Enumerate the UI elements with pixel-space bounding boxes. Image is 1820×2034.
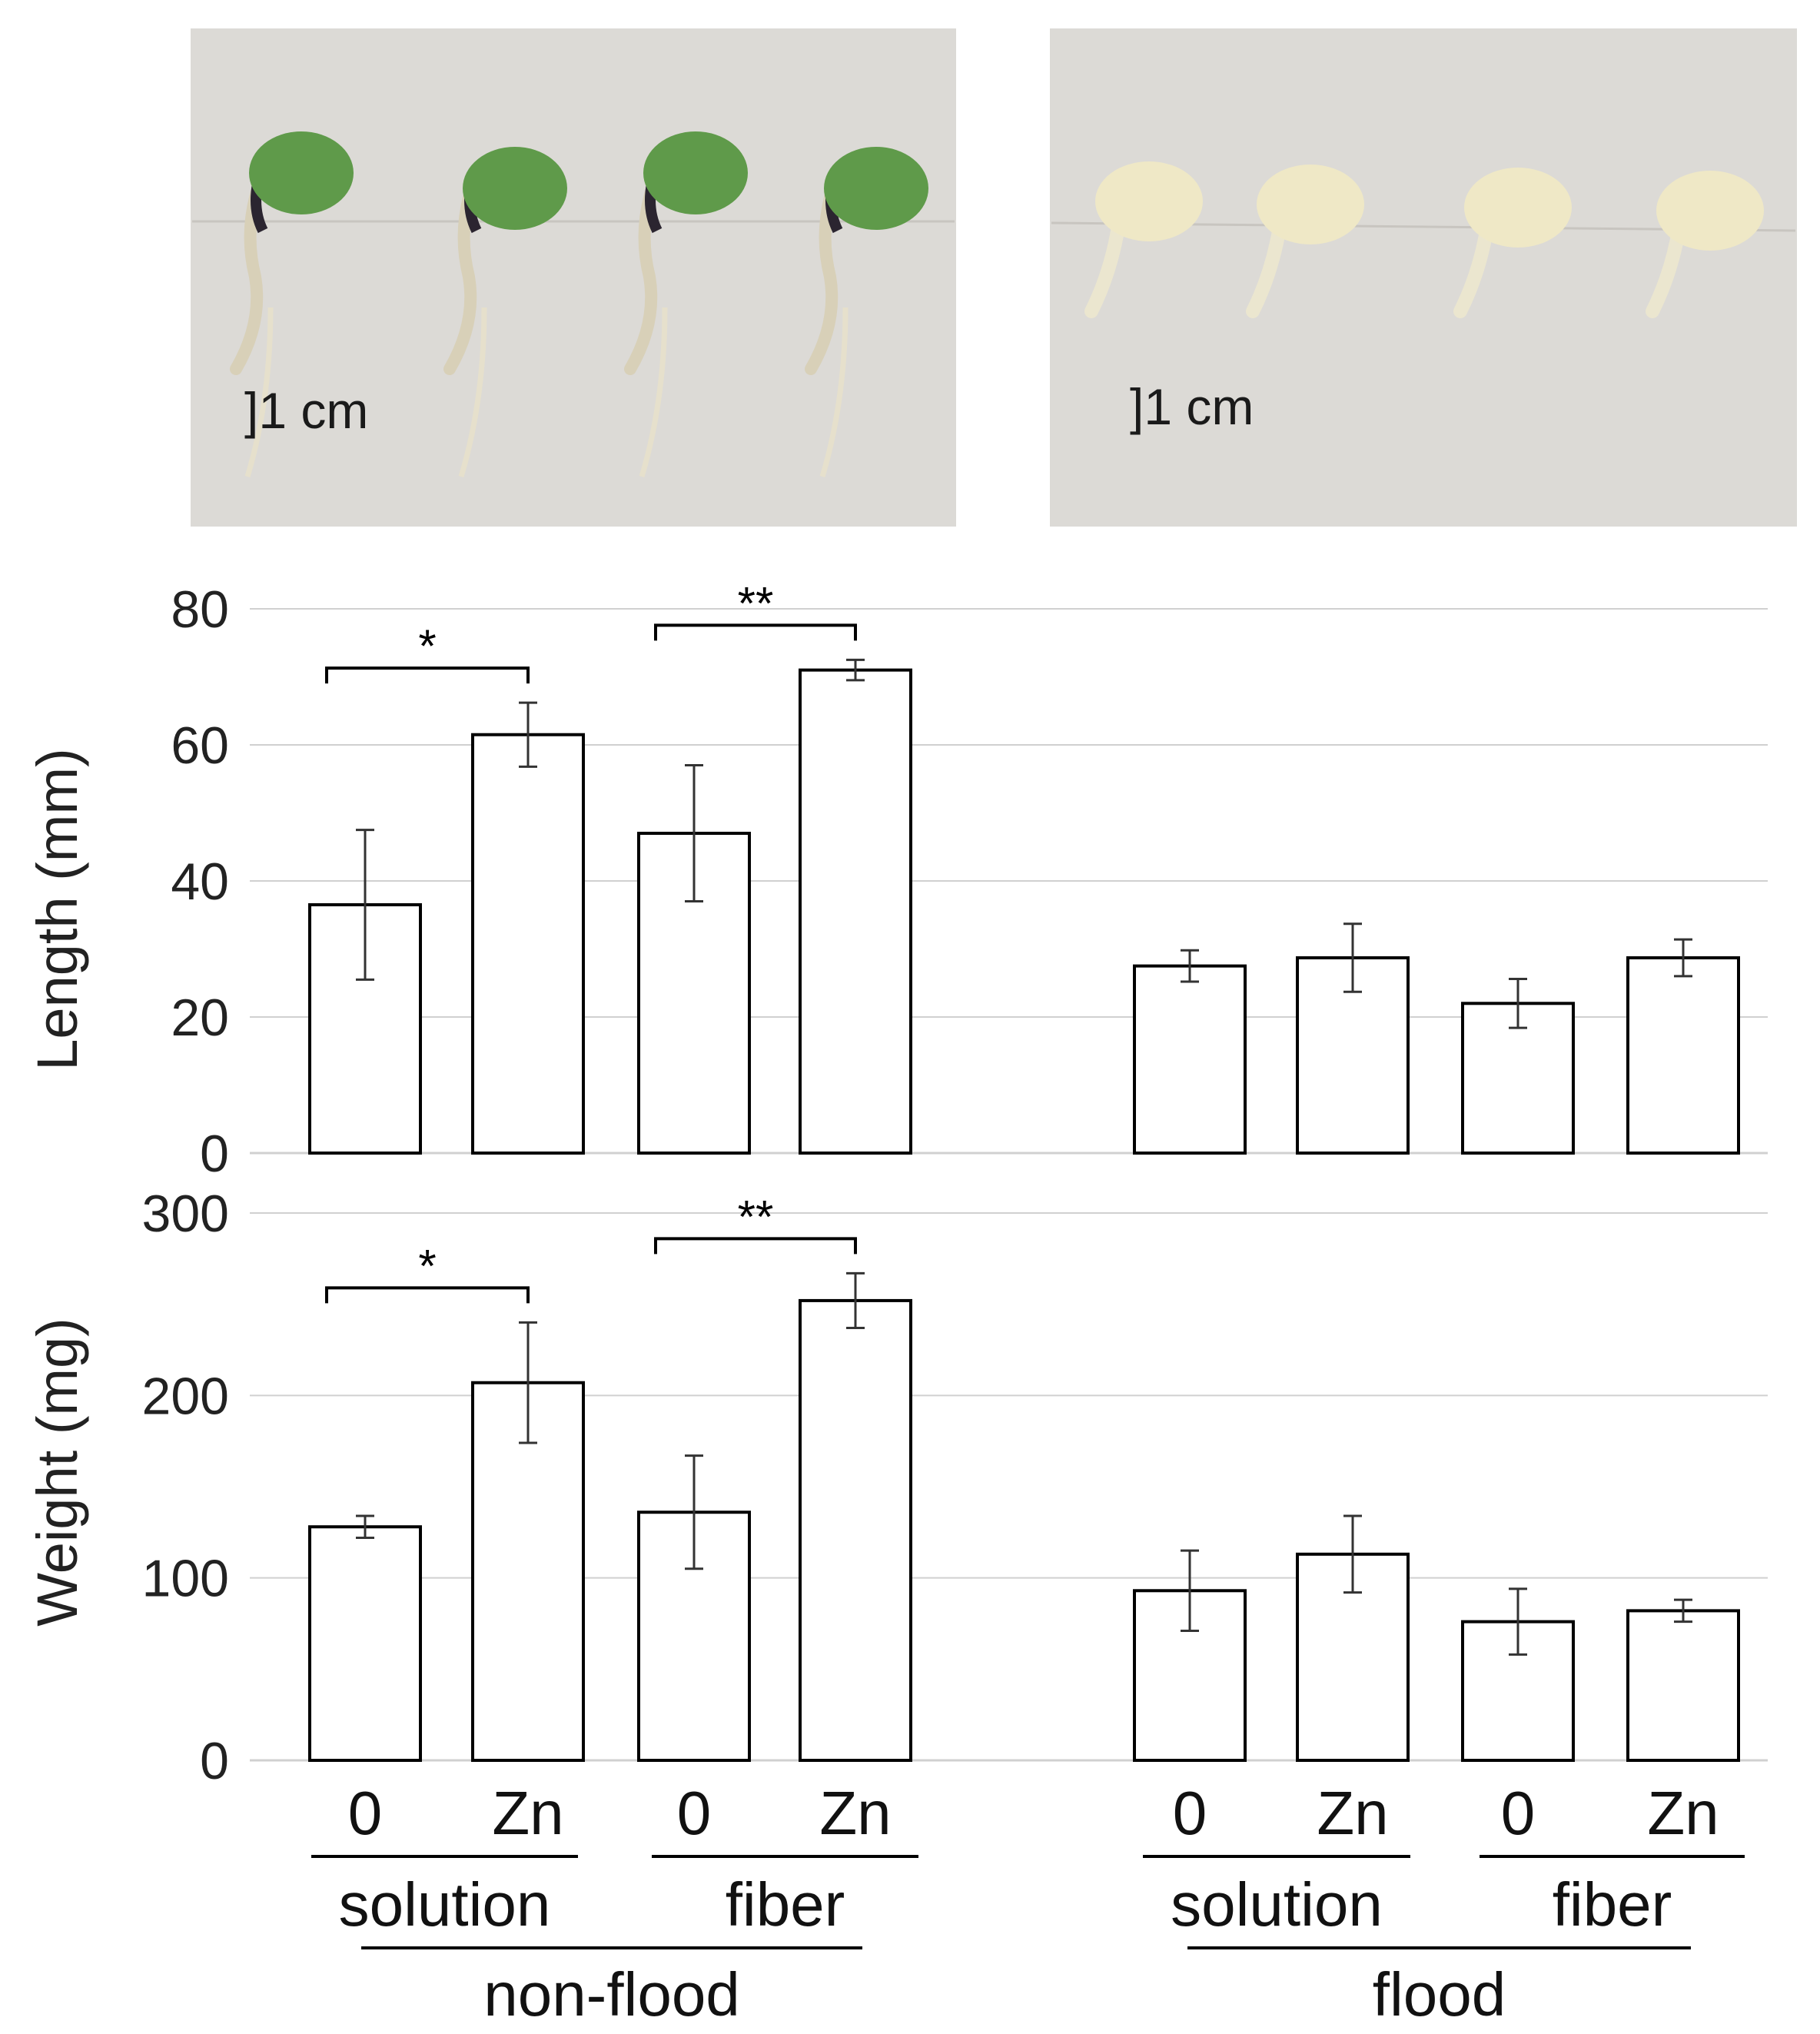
significance-bracket [654, 623, 857, 641]
bar [799, 1298, 912, 1763]
seedling-cotyledon [249, 131, 354, 214]
media-label: fiber [726, 1870, 845, 1939]
media-label: solution [1171, 1870, 1383, 1939]
seed [1257, 165, 1364, 244]
bar [1626, 1609, 1740, 1763]
y-tick-label: 60 [171, 716, 229, 775]
seedling-cotyledon [463, 147, 567, 230]
y-axis-label-weight: Weight (mg) [25, 1318, 89, 1627]
significance-label: ** [738, 1191, 774, 1242]
condition-label: flood [1373, 1960, 1506, 2029]
treatment-label: Zn [492, 1779, 563, 1847]
bar [799, 668, 912, 1155]
y-tick-label: 200 [142, 1367, 229, 1425]
y-tick-label: 300 [142, 1185, 229, 1243]
seedling-root-tip [458, 307, 487, 478]
y-tick-label: 100 [142, 1550, 229, 1608]
significance-bracket [654, 1237, 857, 1255]
bar [471, 733, 585, 1155]
condition-label: non-flood [483, 1960, 740, 2029]
scale-label-flood: ]1 cm [1130, 378, 1254, 435]
treatment-label: Zn [1647, 1779, 1719, 1847]
y-tick-label: 0 [200, 1732, 229, 1790]
photo-non-flood: ]1 cm [191, 28, 956, 527]
significance-label: ** [738, 577, 774, 629]
media-label: solution [339, 1870, 551, 1939]
significance-bracket [325, 1286, 530, 1304]
bar [471, 1381, 585, 1762]
significance-label: * [418, 620, 436, 672]
seedling-root [1084, 220, 1125, 318]
photo-flood: ]1 cm [1050, 28, 1797, 527]
bar [308, 1525, 422, 1763]
scale-label-non-flood: ]1 cm [244, 382, 368, 439]
seedling-root-tip [819, 307, 849, 478]
bar [1133, 1589, 1247, 1763]
treatment-label: 0 [1173, 1779, 1207, 1847]
treatment-label: Zn [819, 1779, 891, 1847]
seedling-cotyledon [824, 147, 928, 230]
flood-seedlings [1084, 161, 1764, 318]
non-flood-seedlings [230, 131, 928, 478]
treatment-label: 0 [1501, 1779, 1536, 1847]
seed [1464, 168, 1572, 248]
treatment-label: 0 [348, 1779, 383, 1847]
y-tick-label: 40 [171, 852, 229, 911]
bar [1626, 956, 1740, 1155]
seed [1656, 171, 1764, 251]
treatment-label: 0 [677, 1779, 712, 1847]
seed [1095, 161, 1203, 241]
y-tick-label: 80 [171, 580, 229, 639]
seedling-root-tip [639, 307, 668, 478]
seedling-root-tip [244, 307, 274, 478]
media-label: fiber [1553, 1870, 1672, 1939]
y-tick-label: 0 [200, 1125, 229, 1183]
significance-label: * [418, 1240, 436, 1291]
y-tick-label: 20 [171, 989, 229, 1047]
bar [1133, 964, 1247, 1155]
treatment-label: Zn [1317, 1779, 1388, 1847]
seedling-cotyledon [643, 131, 748, 214]
y-axis-label-length: Length (mm) [25, 748, 89, 1070]
significance-bracket [325, 666, 530, 684]
x-axis-labels: 0 Zn 0 Zn 0 Zn 0 Zn solution fiber solution fiber no… [311, 1779, 1745, 2029]
seedling-root [1246, 220, 1287, 318]
